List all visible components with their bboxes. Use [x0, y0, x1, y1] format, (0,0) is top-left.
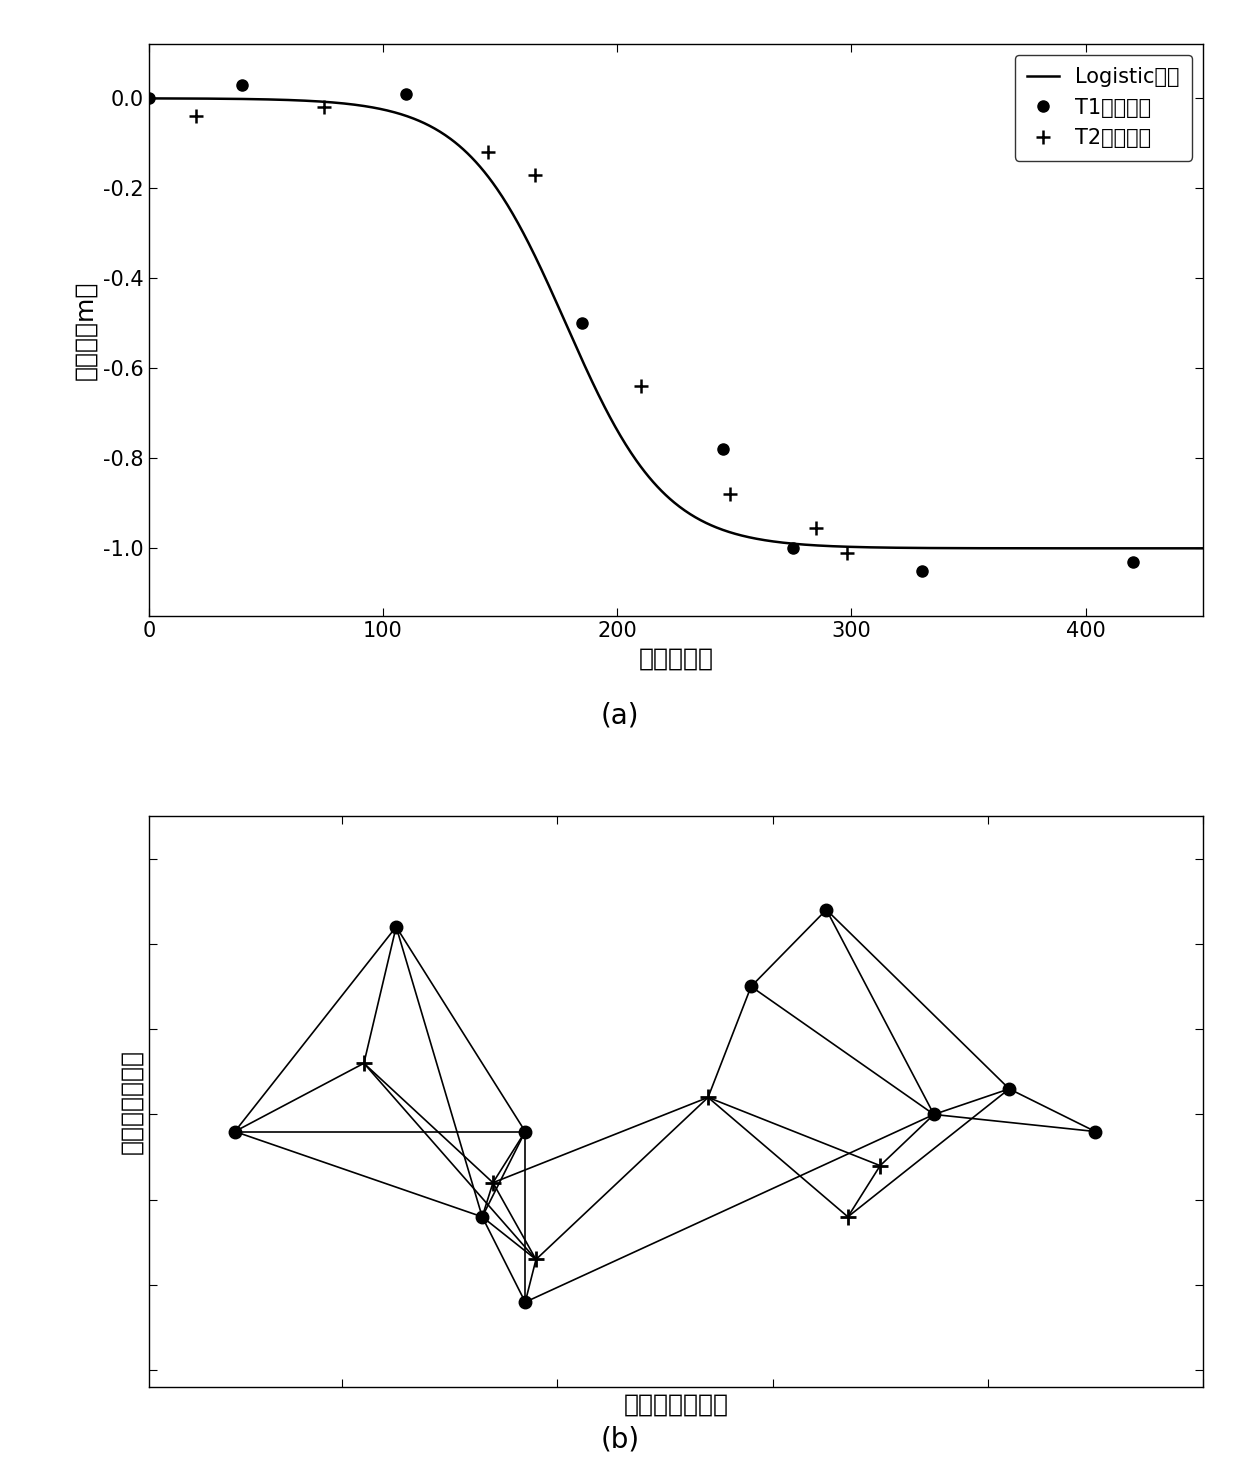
Logistic曲线 — [982, 539, 997, 556]
T2观测时刻 — [722, 486, 737, 503]
T1观测时刻 — [785, 539, 800, 556]
Logistic曲线 — [249, 90, 264, 108]
Y-axis label: 沉降値（m）: 沉降値（m） — [73, 280, 98, 379]
Y-axis label: 模拟的空间基线: 模拟的空间基线 — [119, 1049, 144, 1154]
T2观测时刻 — [634, 378, 649, 396]
Logistic曲线 — [963, 539, 978, 556]
T1观测时刻 — [1125, 554, 1140, 571]
X-axis label: 模拟的时间基线: 模拟的时间基线 — [624, 1393, 728, 1417]
Logistic曲线 — [568, 335, 583, 353]
T1观测时刻 — [914, 562, 929, 580]
T2观测时刻 — [808, 520, 823, 537]
Line: T2观测时刻: T2观测时刻 — [188, 100, 853, 559]
T1观测时刻 — [399, 86, 414, 103]
T2观测时刻 — [481, 143, 496, 161]
Line: Logistic曲线: Logistic曲线 — [149, 99, 1203, 548]
T1观测时刻 — [141, 90, 156, 108]
T1观测时刻 — [715, 440, 730, 458]
Text: (b): (b) — [600, 1426, 640, 1452]
T1观测时刻 — [574, 314, 589, 332]
T2观测时刻 — [839, 545, 854, 562]
Logistic曲线 — [1195, 539, 1210, 556]
Legend: Logistic曲线, T1观测时刻, T2观测时刻: Logistic曲线, T1观测时刻, T2观测时刻 — [1016, 55, 1193, 161]
T1观测时刻 — [236, 75, 250, 93]
T2观测时刻 — [188, 108, 203, 125]
Logistic曲线 — [605, 413, 620, 431]
Logistic曲线 — [866, 539, 880, 556]
X-axis label: 时间（天）: 时间（天） — [639, 646, 713, 670]
Line: T1观测时刻: T1观测时刻 — [144, 80, 1138, 577]
Logistic曲线 — [141, 90, 156, 108]
T2观测时刻 — [317, 99, 332, 117]
T2观测时刻 — [528, 165, 543, 183]
Text: (a): (a) — [600, 703, 640, 729]
